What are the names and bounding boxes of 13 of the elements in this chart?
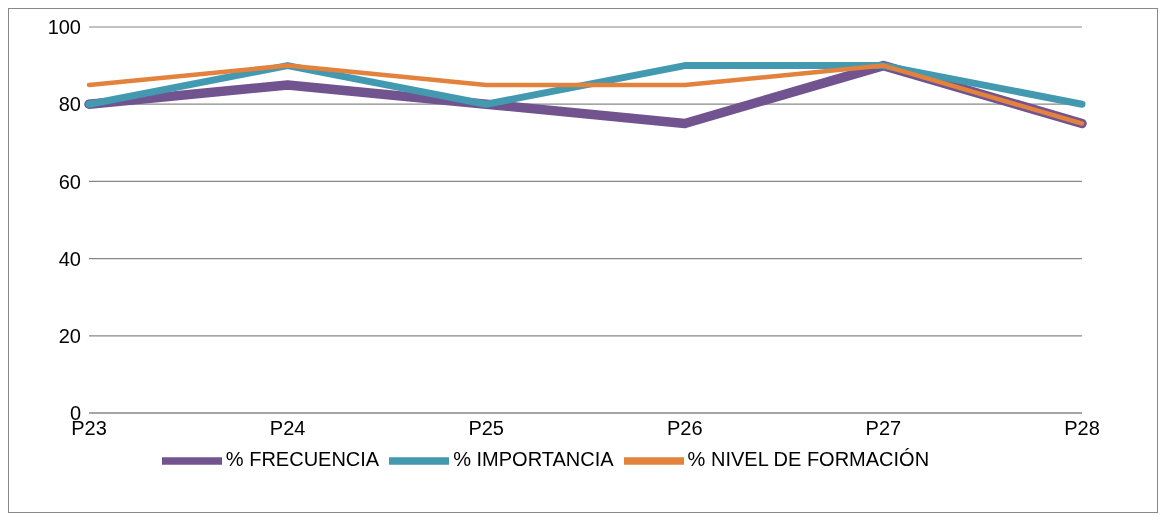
y-tick-label: 20	[58, 324, 81, 347]
x-tick-label: P24	[269, 417, 306, 440]
y-tick-label: 60	[58, 170, 81, 193]
y-tick-label: 40	[58, 247, 81, 270]
x-tick-label: P28	[1064, 417, 1100, 440]
y-tick-label: 80	[58, 93, 81, 116]
legend-label: % NIVEL DE FORMACIÓN	[687, 448, 930, 471]
x-tick-label: P27	[865, 417, 902, 440]
legend-label: % FRECUENCIA	[225, 448, 380, 471]
x-tick-label: P25	[468, 417, 504, 440]
y-tick-label: 100	[47, 16, 81, 39]
legend-label: % IMPORTANCIA	[453, 448, 614, 471]
x-tick-label: P26	[667, 417, 703, 440]
